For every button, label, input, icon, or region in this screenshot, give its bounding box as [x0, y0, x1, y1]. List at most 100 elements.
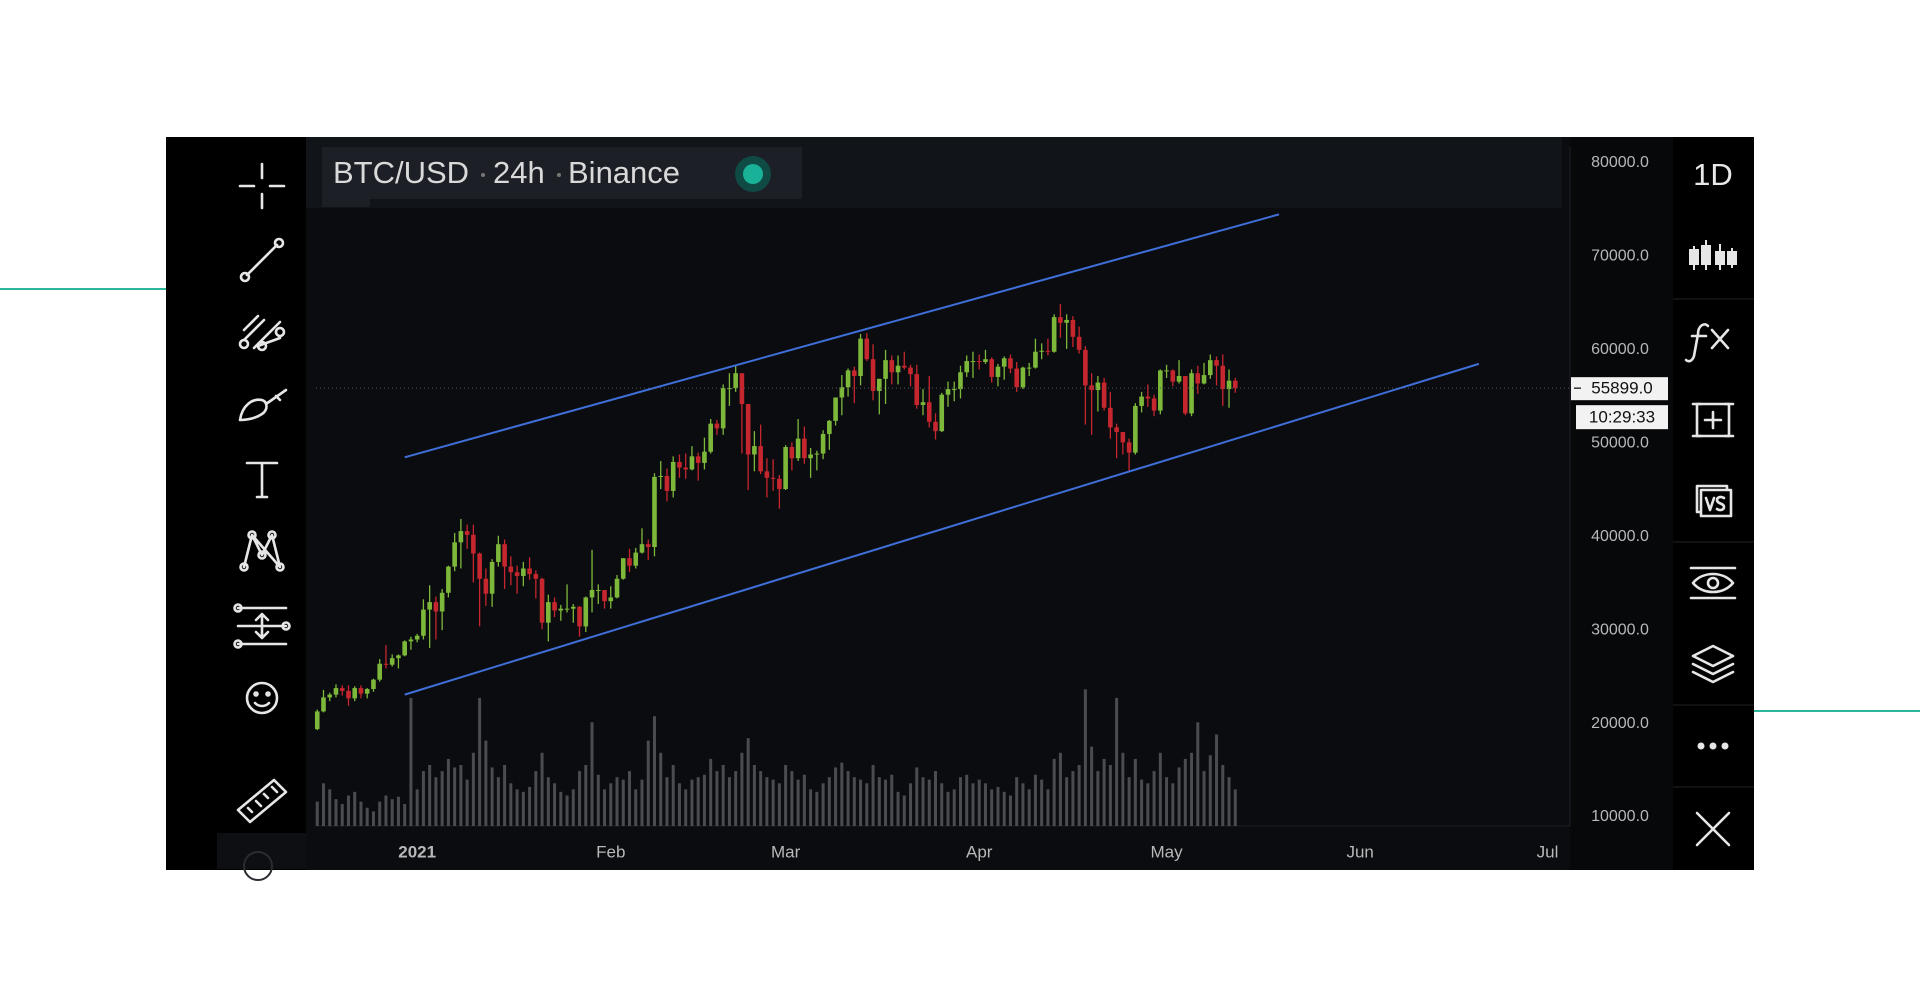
- candle-body: [1176, 376, 1182, 382]
- volume-bar: [752, 765, 756, 826]
- interval-button[interactable]: 1D: [1693, 157, 1733, 192]
- volume-bar: [1046, 789, 1050, 826]
- symbol-header[interactable]: BTC/USD 24h Binance: [322, 147, 802, 207]
- brush-tool[interactable]: [238, 388, 288, 422]
- candle-body: [720, 388, 726, 429]
- candle-body: [1014, 368, 1019, 388]
- candle-body: [1101, 382, 1107, 408]
- indicators-button[interactable]: [1684, 323, 1730, 363]
- candle-body: [527, 568, 532, 575]
- volume-bar: [990, 789, 994, 826]
- candle-body: [346, 690, 351, 699]
- volume-bar: [1133, 758, 1137, 826]
- candle-body: [864, 338, 870, 360]
- candle-body: [1158, 370, 1163, 411]
- chart-type-button[interactable]: [1689, 240, 1737, 270]
- candle-body: [926, 402, 932, 422]
- y-tick-label: 60000.0: [1591, 341, 1649, 358]
- volume-bar: [684, 789, 688, 826]
- volume-bar: [1027, 789, 1031, 826]
- candle-body: [533, 574, 539, 579]
- close-button[interactable]: [1695, 811, 1731, 847]
- volume-bar: [321, 783, 325, 826]
- candle-body: [1183, 376, 1188, 414]
- candle-body: [1133, 405, 1138, 453]
- pitchfork-tool[interactable]: [238, 314, 286, 352]
- candle-body: [683, 467, 689, 470]
- volume-bar: [1233, 789, 1237, 826]
- volume-bar: [1190, 752, 1194, 826]
- candle-body: [695, 456, 701, 463]
- candle-body: [396, 655, 401, 659]
- toolbar-footer: [217, 833, 306, 869]
- layers-button[interactable]: [1691, 644, 1735, 684]
- volume-bar: [821, 783, 825, 826]
- candle-body: [1114, 427, 1119, 433]
- volume-bar: [328, 789, 332, 826]
- candle-body: [583, 597, 589, 627]
- compare-button[interactable]: [1691, 402, 1735, 438]
- candle-body: [489, 561, 495, 594]
- volume-bar: [646, 740, 650, 826]
- candle-body: [364, 689, 370, 694]
- volume-bar: [1065, 777, 1069, 826]
- volume-bar: [1183, 758, 1187, 826]
- candle-body: [964, 361, 970, 373]
- ruler-tool[interactable]: [236, 778, 288, 824]
- candle-body: [1064, 319, 1069, 323]
- exchange: Binance: [568, 155, 680, 190]
- candle-body: [833, 397, 838, 421]
- candle-body: [1151, 398, 1157, 411]
- volume-bar: [384, 795, 388, 826]
- candle-body: [570, 606, 576, 609]
- volume-bar: [1083, 689, 1087, 826]
- candle-body: [639, 544, 645, 553]
- candle-body: [1207, 360, 1213, 376]
- text-tool[interactable]: [245, 461, 279, 499]
- vs-button[interactable]: [1695, 484, 1733, 518]
- volume-bar: [665, 777, 669, 826]
- candle-body: [895, 365, 901, 373]
- volume-bar: [958, 777, 962, 826]
- candle-body: [658, 475, 664, 477]
- x-tick-label: Feb: [596, 842, 625, 861]
- trend-line-tool[interactable]: [239, 237, 285, 283]
- volume-bar: [453, 767, 457, 826]
- volume-bar: [478, 697, 482, 826]
- candle-body: [839, 387, 845, 398]
- candle-body: [539, 578, 545, 623]
- volume-bar: [584, 765, 588, 826]
- candle-body: [402, 641, 407, 656]
- volume-bar: [1033, 774, 1037, 826]
- volume-bar: [1102, 758, 1106, 826]
- measure-tool[interactable]: [233, 603, 291, 649]
- volume-bar: [1227, 777, 1231, 826]
- volume-bar: [446, 758, 450, 826]
- candle-body: [371, 679, 376, 690]
- volume-bar: [915, 767, 919, 826]
- emoji-tool[interactable]: [245, 681, 279, 715]
- trend-line: [404, 362, 1480, 696]
- settings-tool[interactable]: [243, 851, 273, 881]
- candle-body: [1039, 350, 1044, 352]
- volume-bar: [952, 789, 956, 826]
- visibility-button[interactable]: [1689, 566, 1737, 600]
- candle-body: [1108, 407, 1113, 428]
- volume-bar: [784, 765, 788, 826]
- candle-body: [976, 361, 982, 363]
- volume-bar: [565, 795, 569, 826]
- candle-body: [858, 338, 863, 377]
- pattern-tool[interactable]: [239, 530, 285, 572]
- volume-bar: [971, 783, 975, 826]
- y-tick-label: 50000.0: [1591, 435, 1649, 452]
- volume-bar: [515, 789, 519, 826]
- volume-bar: [696, 777, 700, 826]
- candle-body: [1026, 367, 1032, 369]
- volume-bar: [859, 779, 863, 826]
- candle-body: [620, 558, 626, 579]
- more-button[interactable]: [1697, 742, 1729, 750]
- volume-bar: [1108, 765, 1112, 826]
- volume-bar: [434, 777, 438, 826]
- crosshair-tool[interactable]: [238, 162, 286, 210]
- volume-bar: [983, 783, 987, 826]
